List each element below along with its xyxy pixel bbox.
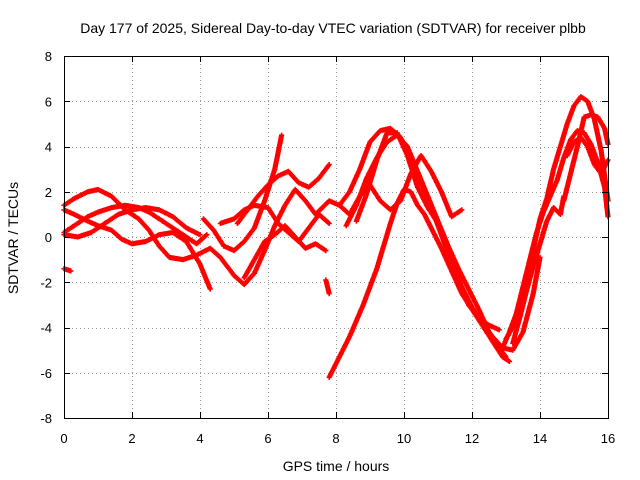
y-tick-labels: -8 -6 -4 -2 0 2 4 6 8 — [40, 49, 52, 426]
x-tick-label: 4 — [196, 431, 203, 446]
data-point-marks — [326, 186, 512, 380]
x-axis-label: GPS time / hours — [283, 458, 390, 474]
x-tick-label: 8 — [332, 431, 339, 446]
y-axis-label: SDTVAR / TECUs — [5, 182, 21, 294]
data-series — [61, 266, 74, 274]
data-series — [323, 277, 332, 297]
data-series — [500, 177, 560, 351]
data-point-marks — [200, 132, 285, 254]
data-series — [326, 186, 512, 380]
data-series — [234, 162, 332, 226]
axis-ticks — [64, 56, 609, 419]
x-tick-label: 0 — [60, 431, 67, 446]
data-point-marks — [323, 277, 332, 297]
data-series — [554, 128, 611, 220]
data-series — [564, 134, 611, 177]
y-tick-label: -8 — [40, 411, 52, 426]
chart-title: Day 177 of 2025, Sidereal Day-to-day VTE… — [80, 20, 586, 36]
data-marks — [61, 94, 611, 380]
y-tick-label: 6 — [45, 94, 52, 109]
y-tick-label: 2 — [45, 185, 52, 200]
y-tick-label: -6 — [40, 366, 52, 381]
data-point-marks — [500, 177, 560, 351]
y-tick-label: -4 — [40, 321, 52, 336]
x-tick-label: 2 — [128, 431, 135, 446]
x-tick-label: 6 — [264, 431, 271, 446]
x-tick-labels: 0 2 4 6 8 10 12 14 16 — [60, 431, 615, 446]
data-point-marks — [61, 266, 74, 274]
data-point-marks — [234, 162, 332, 226]
data-point-marks — [554, 128, 611, 220]
data-series — [241, 223, 329, 281]
x-tick-label: 10 — [397, 431, 411, 446]
x-tick-label: 16 — [601, 431, 615, 446]
data-series — [510, 193, 567, 346]
data-point-marks — [564, 134, 611, 177]
data-point-marks — [353, 130, 502, 333]
data-series — [200, 132, 285, 254]
y-tick-label: 0 — [45, 230, 52, 245]
y-tick-label: 4 — [45, 140, 52, 155]
data-series — [353, 130, 502, 333]
y-tick-label: 8 — [45, 49, 52, 64]
data-point-marks — [241, 223, 329, 281]
y-tick-label: -2 — [40, 275, 52, 290]
x-tick-label: 12 — [465, 431, 479, 446]
x-tick-label: 14 — [533, 431, 547, 446]
data-point-marks — [510, 193, 567, 346]
